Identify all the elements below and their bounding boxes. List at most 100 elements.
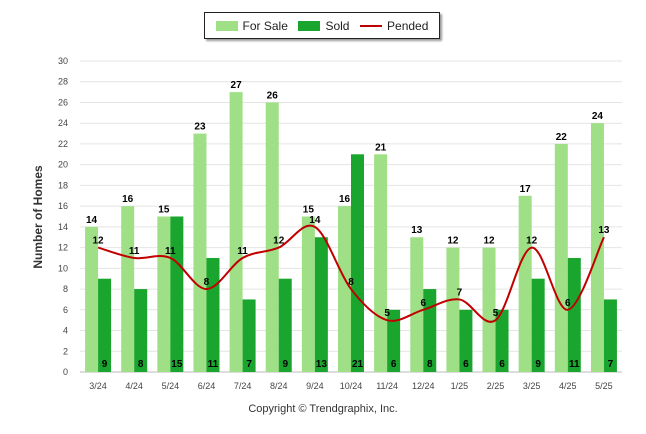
bar-sold (242, 299, 256, 372)
data-label-pended: 11 (237, 246, 248, 257)
y-tick-label: 26 (58, 97, 68, 107)
bar-for-sale (410, 237, 424, 372)
x-tick-label: 9/24 (306, 381, 324, 391)
pended-swatch (360, 24, 383, 27)
legend-label-for-sale: For Sale (242, 18, 288, 33)
data-label-pended: 8 (204, 277, 210, 288)
y-tick-label: 6 (63, 305, 68, 315)
data-label-for-sale: 14 (86, 215, 98, 226)
bar-sold (314, 237, 328, 372)
bar-for-sale (229, 92, 243, 372)
data-label-pended: 8 (348, 277, 354, 288)
bar-sold (495, 309, 509, 372)
legend-item-sold[interactable]: Sold (298, 19, 349, 33)
data-label-pended: 7 (457, 287, 463, 298)
data-label-sold: 21 (352, 359, 364, 370)
data-label-pended: 12 (93, 236, 105, 247)
data-label-for-sale: 15 (158, 205, 170, 216)
data-label-for-sale: 17 (520, 184, 532, 195)
y-tick-label: 20 (58, 160, 68, 170)
x-tick-label: 4/25 (559, 381, 577, 391)
data-label-pended: 5 (384, 308, 390, 319)
bar-for-sale (482, 247, 496, 372)
y-tick-label: 10 (58, 263, 68, 273)
data-label-for-sale: 12 (483, 236, 495, 247)
x-tick-label: 5/25 (595, 381, 613, 391)
bar-for-sale (446, 247, 460, 372)
data-label-pended: 11 (165, 246, 176, 257)
bar-for-sale (85, 226, 99, 372)
x-tick-label: 4/24 (125, 381, 143, 391)
bar-for-sale (157, 216, 171, 372)
y-tick-label: 22 (58, 139, 68, 149)
data-label-for-sale: 15 (303, 205, 315, 216)
data-label-sold: 11 (569, 359, 580, 370)
x-tick-label: 12/24 (412, 381, 435, 391)
data-label-pended: 13 (598, 225, 610, 236)
data-label-sold: 7 (246, 359, 252, 370)
data-label-sold: 8 (427, 359, 433, 370)
data-label-for-sale: 22 (556, 132, 568, 143)
data-label-sold: 9 (282, 359, 288, 370)
x-tick-label: 3/25 (523, 381, 541, 391)
data-label-sold: 9 (535, 359, 541, 370)
bar-for-sale (121, 206, 135, 372)
bar-sold (423, 289, 437, 372)
x-tick-label: 3/24 (89, 381, 107, 391)
pended-line (97, 224, 605, 323)
data-label-pended: 14 (309, 215, 321, 226)
bar-for-sale (265, 102, 279, 372)
y-tick-label: 0 (63, 367, 68, 377)
data-label-sold: 9 (102, 359, 108, 370)
bar-for-sale (193, 133, 207, 372)
data-label-for-sale: 21 (375, 142, 387, 153)
y-tick-label: 2 (63, 346, 68, 356)
x-tick-label: 8/24 (270, 381, 288, 391)
copyright-text: Copyright © Trendgraphix, Inc. (248, 403, 398, 415)
data-label-for-sale: 26 (267, 90, 279, 101)
chart-legend: For Sale Sold Pended (204, 12, 440, 39)
sold-swatch (298, 20, 321, 31)
data-label-pended: 12 (273, 236, 285, 247)
data-label-sold: 8 (138, 359, 144, 370)
x-tick-label: 2/25 (487, 381, 505, 391)
bar-sold (531, 278, 545, 372)
y-tick-label: 8 (63, 284, 68, 294)
data-label-pended: 11 (129, 246, 140, 257)
data-label-sold: 6 (463, 359, 469, 370)
bar-sold (387, 309, 401, 372)
data-label-for-sale: 16 (122, 194, 134, 205)
legend-item-pended[interactable]: Pended (360, 19, 428, 33)
x-tick-label: 5/24 (162, 381, 180, 391)
data-label-pended: 12 (526, 236, 538, 247)
data-label-sold: 6 (391, 359, 397, 370)
x-tick-label: 10/24 (340, 381, 363, 391)
bar-for-sale (374, 154, 388, 372)
bar-for-sale (518, 195, 532, 372)
data-label-for-sale: 23 (194, 122, 206, 133)
bar-sold (351, 154, 364, 372)
y-tick-label: 16 (58, 201, 68, 211)
y-tick-label: 14 (58, 222, 68, 232)
data-label-pended: 6 (420, 298, 426, 309)
y-tick-label: 18 (58, 180, 68, 190)
data-label-sold: 6 (499, 359, 505, 370)
x-tick-label: 7/24 (234, 381, 252, 391)
bar-sold (134, 289, 148, 372)
bar-for-sale (338, 206, 351, 372)
data-label-pended: 5 (493, 308, 499, 319)
bar-sold (278, 278, 292, 372)
bar-sold (170, 216, 184, 372)
data-label-sold: 7 (608, 359, 614, 370)
legend-label-pended: Pended (387, 18, 429, 33)
y-tick-label: 30 (58, 56, 68, 66)
data-label-for-sale: 13 (411, 225, 423, 236)
x-tick-label: 6/24 (198, 381, 216, 391)
data-label-for-sale: 27 (231, 80, 243, 91)
x-tick-label: 1/25 (451, 381, 469, 391)
y-tick-label: 24 (58, 118, 68, 128)
bar-sold (206, 257, 220, 372)
data-label-sold: 13 (316, 359, 328, 370)
legend-item-for-sale[interactable]: For Sale (215, 18, 288, 33)
